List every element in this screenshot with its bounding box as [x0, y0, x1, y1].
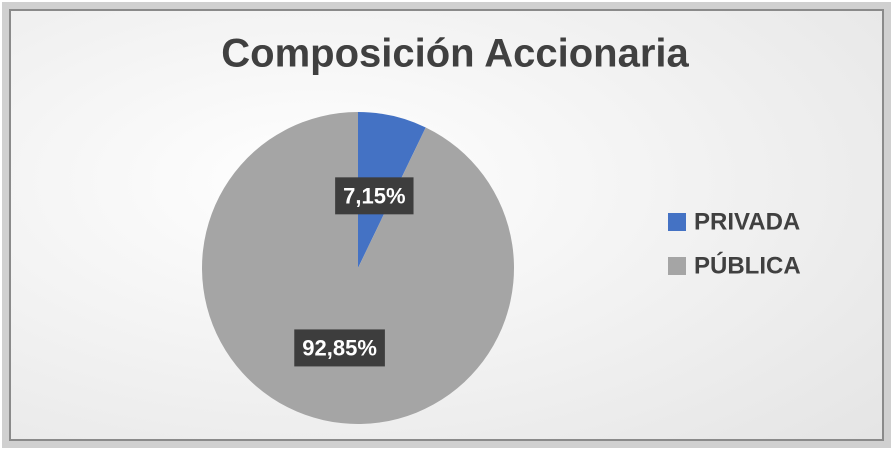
legend-swatch — [668, 213, 686, 231]
legend-label: PRIVADA — [694, 208, 800, 235]
data-label-box — [335, 177, 414, 215]
data-label-box — [294, 329, 385, 367]
legend-label: PÚBLICA — [694, 251, 801, 279]
chart-title: Composición Accionaria — [221, 32, 689, 76]
data-label: 7,15% — [343, 183, 405, 208]
data-label: 92,85% — [302, 335, 377, 360]
pie-slice — [201, 112, 514, 424]
legend-swatch — [668, 257, 686, 275]
